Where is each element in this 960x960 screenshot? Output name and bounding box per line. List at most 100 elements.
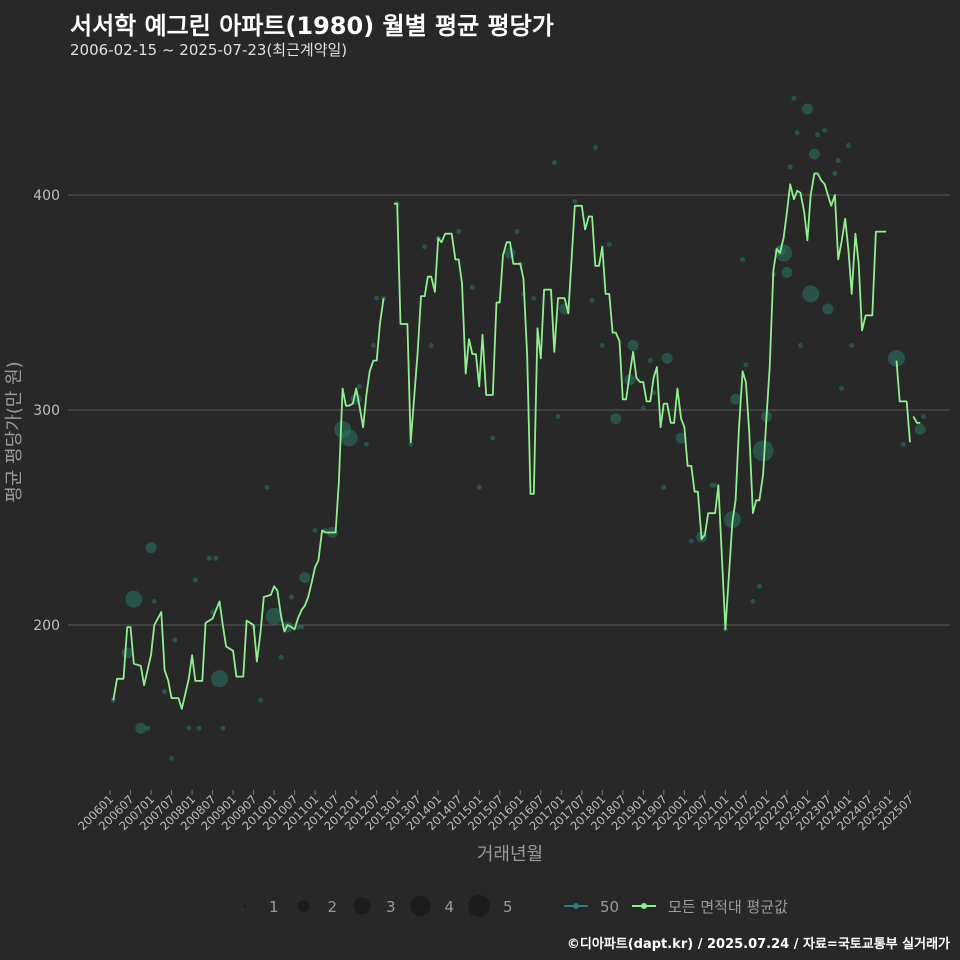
legend-size-3-marker <box>353 897 371 915</box>
legend-size-label: 5 <box>503 898 513 916</box>
data-bubble <box>589 297 595 303</box>
data-bubble <box>125 590 143 608</box>
line-layer <box>112 172 921 710</box>
legend-size-label: 4 <box>445 898 455 916</box>
data-bubble <box>551 160 557 166</box>
average-price-line-segment <box>393 172 887 631</box>
legend-series-label: 50 <box>600 898 619 916</box>
data-bubble <box>121 647 133 659</box>
data-bubble <box>675 432 687 444</box>
data-bubble <box>169 755 175 761</box>
data-bubble <box>363 441 369 447</box>
average-price-line-segment <box>112 298 385 710</box>
data-bubble <box>887 349 905 367</box>
data-bubble <box>606 241 612 247</box>
y-tick-label: 300 <box>33 403 60 419</box>
data-bubble <box>265 607 283 625</box>
data-bubble <box>797 343 803 348</box>
data-bubble <box>752 440 774 462</box>
data-bubble <box>845 143 851 149</box>
grid-layer <box>68 194 950 626</box>
data-bubble <box>791 95 797 101</box>
data-bubble <box>555 413 561 419</box>
data-bubble <box>801 103 813 115</box>
y-axis-label: 평균 평당가(만 원) <box>4 361 25 502</box>
average-price-line-segment <box>895 360 911 443</box>
data-bubble <box>278 654 284 660</box>
data-bubble <box>206 555 212 561</box>
data-bubble <box>572 198 578 204</box>
data-bubble <box>312 527 318 533</box>
axis-layer: 2003004002006012006072007012007072008012… <box>33 188 916 833</box>
data-bubble <box>599 343 605 348</box>
y-tick-label: 400 <box>33 188 60 204</box>
data-bubble <box>838 386 844 391</box>
data-bubble <box>356 383 362 389</box>
data-bubble <box>688 538 694 544</box>
legend-size-label: 2 <box>328 898 338 916</box>
data-bubble <box>264 484 270 490</box>
data-bubble <box>832 171 838 176</box>
data-bubble <box>627 340 639 351</box>
data-bubble <box>186 725 192 731</box>
legend-size-4-marker <box>410 896 431 916</box>
data-bubble <box>504 247 516 259</box>
legend-series-label: 모든 면적대 평균값 <box>668 898 788 916</box>
data-bubble <box>370 343 376 348</box>
data-bubble <box>213 555 219 561</box>
y-tick-label: 200 <box>33 618 60 634</box>
data-bubble <box>822 128 828 133</box>
x-axis-label: 거래년월 <box>477 844 543 865</box>
data-bubble <box>211 670 229 688</box>
data-bubble <box>340 429 358 447</box>
legend-size-1-marker <box>243 904 247 908</box>
data-bubble <box>299 624 305 630</box>
data-bubble <box>740 257 746 262</box>
data-bubble <box>295 624 301 630</box>
data-bubble <box>192 577 198 583</box>
data-bubble <box>258 697 264 703</box>
legend-series-dot <box>641 903 647 909</box>
bubble-layer <box>110 95 927 761</box>
data-bubble <box>374 295 380 301</box>
data-bubble <box>299 572 311 584</box>
data-bubble <box>514 229 520 235</box>
legend-size-label: 3 <box>386 898 396 916</box>
data-bubble <box>661 352 673 364</box>
data-bubble <box>220 725 226 731</box>
data-bubble <box>408 441 414 447</box>
data-bubble <box>712 482 718 488</box>
data-bubble <box>802 285 820 303</box>
data-bubble <box>743 362 749 368</box>
data-bubble <box>135 722 147 734</box>
data-bubble <box>162 689 168 695</box>
data-bubble <box>476 484 482 490</box>
data-bubble <box>490 435 496 441</box>
legend: 1 2 3 4 5 50 모든 면적대 평균값 <box>243 895 788 917</box>
data-bubble <box>145 725 151 731</box>
data-bubble <box>661 484 667 490</box>
data-bubble <box>422 244 428 250</box>
data-bubble <box>794 130 800 136</box>
data-bubble <box>921 413 927 419</box>
date-range-subtitle: 2006-02-15 ~ 2025-07-23(최근계약일) <box>70 41 348 59</box>
source-caption: ©디아파트(dapt.kr) / 2025.07.24 / 자료=국토교통부 실… <box>566 937 950 952</box>
data-bubble <box>151 598 157 604</box>
average-price-line-segment <box>912 416 921 424</box>
legend-size-2-marker <box>297 900 310 912</box>
data-bubble <box>531 295 537 301</box>
legend-series-dot <box>573 903 579 909</box>
data-bubble <box>610 413 622 425</box>
legend-size-5-marker <box>468 895 490 917</box>
data-bubble <box>835 158 841 164</box>
data-bubble <box>145 542 157 554</box>
data-bubble <box>288 594 294 600</box>
data-bubble <box>456 229 462 235</box>
page-title: 서서학 예그린 아파트(1980) 월별 평균 평당가 <box>70 12 554 40</box>
data-bubble <box>914 423 926 435</box>
data-bubble <box>756 583 762 589</box>
data-bubble <box>750 598 756 604</box>
data-bubble <box>647 358 653 364</box>
data-bubble <box>469 284 475 290</box>
